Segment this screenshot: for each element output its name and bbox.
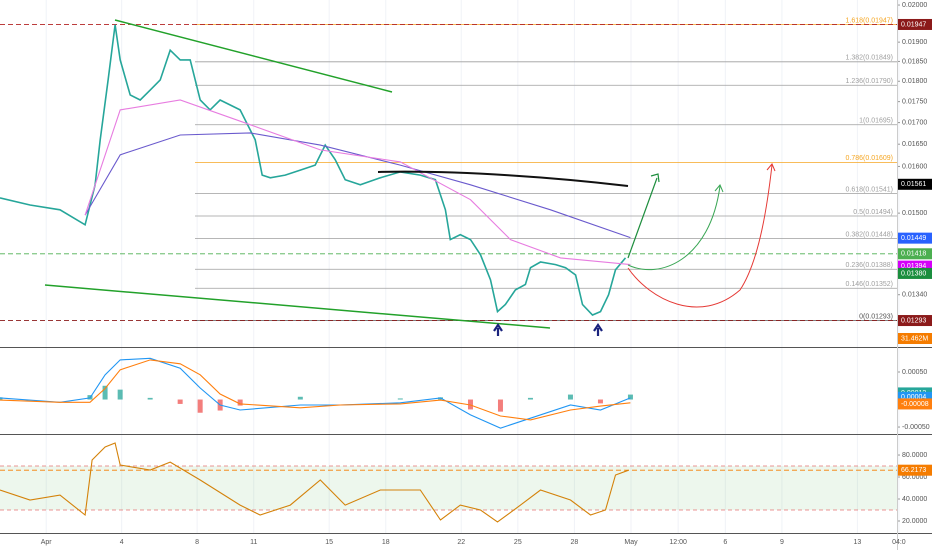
y-tick-label: 60.0000 (902, 474, 927, 481)
fib-label: 1(0.01695) (859, 118, 893, 125)
price-badge (898, 315, 932, 327)
x-tick-label: Apr (41, 539, 53, 546)
histogram-bar (627, 394, 633, 400)
price-badge-label: 0.01561 (901, 181, 926, 188)
histogram-bar (102, 385, 108, 400)
x-tick-label: 18 (382, 539, 390, 546)
fib-label: 0.618(0.01541) (846, 186, 893, 193)
x-tick-label: 15 (325, 539, 333, 546)
y-tick-label: 80.0000 (902, 452, 927, 459)
labels: Apr 4 8 11 15 18 22 25 28 May 12:00 6 9 13 04:0 0.02000… (41, 2, 932, 546)
x-tick-label: 25 (514, 539, 522, 546)
fib-label: 0.236(0.01388) (846, 262, 893, 269)
rsi-band (0, 466, 897, 511)
histogram-bar (497, 399, 503, 412)
series-line (0, 442, 629, 523)
histogram-bar (177, 399, 183, 404)
x-tick-label: 6 (723, 539, 727, 546)
price-badge (898, 178, 932, 190)
price-badge-label: 0.01449 (901, 235, 926, 242)
price-badge (898, 18, 932, 30)
histogram-bar (237, 399, 243, 406)
price-badge-label: 0.01418 (901, 251, 926, 258)
trend-line (44, 284, 551, 329)
series-line (84, 99, 631, 266)
x-tick-label: May (624, 539, 638, 546)
histogram-bar (147, 397, 153, 400)
histogram-bar (117, 389, 123, 400)
y-tick-label: 20.0000 (902, 518, 927, 525)
x-tick-label: 9 (780, 539, 784, 546)
y-tick-label: 0.01500 (902, 210, 927, 217)
price-badge-label: 0.00004 (901, 394, 926, 401)
price-badge-label: 0.01380 (901, 270, 926, 277)
price-badge-label: -0.00008 (901, 401, 929, 408)
volume-badge (898, 333, 932, 344)
trend-line (114, 19, 393, 93)
x-tick-label: 12:00 (669, 539, 687, 546)
y-tick-label: 0.01340 (902, 292, 927, 299)
price-badge-label: 0.01394 (901, 263, 926, 270)
histogram-bar (297, 396, 303, 400)
series-line (0, 24, 627, 316)
histogram-bar (527, 397, 533, 400)
price-badge-label: 0.01293 (901, 317, 926, 324)
histogram-bar (197, 399, 203, 413)
projection-arrow (627, 185, 721, 271)
arrow-head (714, 184, 724, 193)
volume-label: 31.462M (901, 335, 928, 342)
histogram-bar (567, 394, 573, 400)
marker-arrow (493, 323, 503, 336)
y-tick-label: 0.00050 (902, 369, 927, 376)
series-line (84, 132, 631, 239)
plot (0, 24, 633, 523)
price-badge (898, 248, 932, 260)
y-tick-label: 0.01800 (902, 78, 927, 85)
price-badge-label: 0.01947 (901, 21, 926, 28)
price-badge (898, 398, 932, 410)
y-tick-label: 0.01700 (902, 119, 927, 126)
arrow-head (650, 173, 660, 183)
fib-label: 0(0.01293) (859, 313, 893, 320)
y-tick-label: 0.01650 (902, 141, 927, 148)
fib-label: 1.236(0.01790) (846, 78, 893, 85)
y-tick-label: 0.01750 (902, 98, 927, 105)
x-tick-label: 13 (853, 539, 861, 546)
x-tick-label: 22 (457, 539, 465, 546)
series-line (0, 359, 631, 421)
x-tick-label: 4 (120, 539, 124, 546)
y-tick-label: 0.01850 (902, 58, 927, 65)
projection-arrow (627, 164, 773, 308)
histogram-bar (597, 399, 603, 404)
fib-label: 0.786(0.01609) (846, 155, 893, 162)
price-badge (898, 391, 932, 403)
y-tick-label: 0.02000 (902, 2, 927, 9)
series-line (0, 357, 631, 429)
projection-arrow (627, 177, 658, 259)
price-badge-label: 66.2173 (901, 467, 926, 474)
price-badge (898, 260, 932, 272)
x-tick-label: 8 (195, 539, 199, 546)
x-tick-label: 28 (571, 539, 579, 546)
price-badge (898, 267, 932, 279)
price-badge (898, 464, 932, 476)
y-tick-label: 0.01600 (902, 163, 927, 170)
fib-label: 0.382(0.01448) (846, 231, 893, 238)
fib-label: 0.5(0.01494) (853, 209, 893, 216)
arrow-head (766, 163, 776, 172)
y-tick-label: 40.0000 (902, 496, 927, 503)
y-tick-label: -0.00050 (902, 424, 930, 431)
marker-arrow (593, 323, 603, 336)
x-tick-label: 11 (250, 539, 257, 546)
y-tick-label: 0.01900 (902, 39, 927, 46)
resistance-line (377, 170, 629, 187)
fib-label: 0.146(0.01352) (846, 281, 893, 288)
x-tick-label: 04:0 (892, 539, 906, 546)
fib-label: 1.618(0.01947) (846, 17, 893, 24)
price-badge (898, 232, 932, 244)
fib-label: 1.382(0.01849) (846, 55, 893, 62)
histogram-bar (397, 398, 403, 400)
